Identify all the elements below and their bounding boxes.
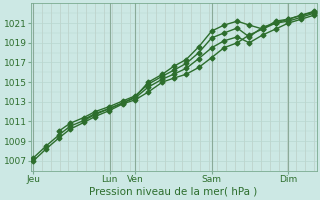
X-axis label: Pression niveau de la mer( hPa ): Pression niveau de la mer( hPa ) [90, 187, 258, 197]
